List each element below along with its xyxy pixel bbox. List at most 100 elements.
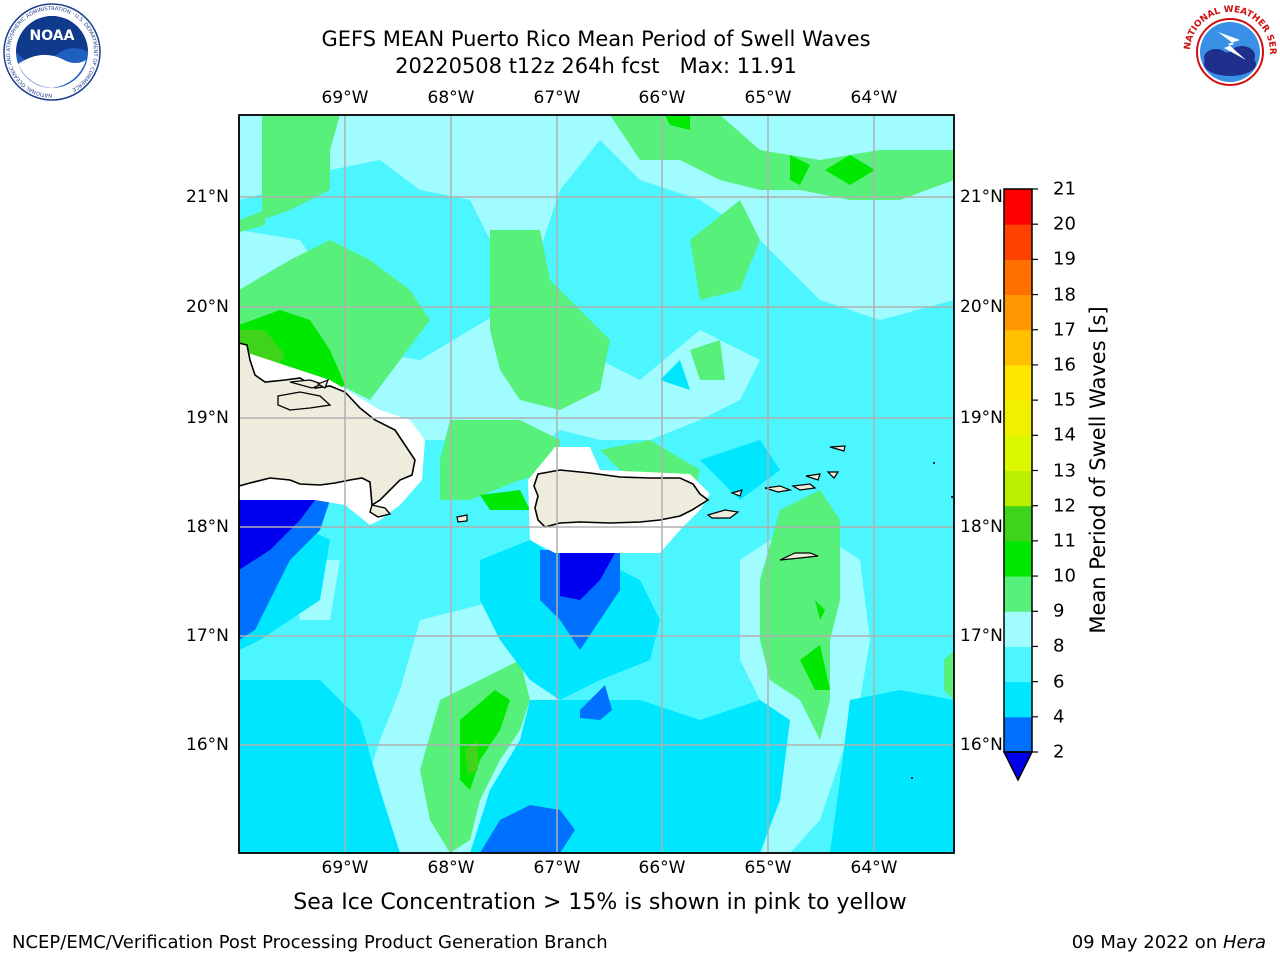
footer-date-text: 09 May 2022 on: [1071, 932, 1223, 953]
colorbar-tick-label: 9: [1053, 600, 1065, 622]
colorbar-tick-label: 21: [1053, 178, 1076, 200]
swell-region-10-11: [815, 600, 825, 620]
lat-label-left: 17°N: [186, 626, 229, 646]
swell-region-lt2: [560, 553, 615, 600]
land-hispaniola-south: [369, 504, 392, 518]
lon-label-bottom: 64°W: [850, 858, 898, 878]
lon-label-top: 65°W: [744, 88, 792, 108]
colorbar-tick-label: 19: [1053, 248, 1076, 270]
noaa-logo-icon: NOAA NATIONAL OCEANIC AND ATMOSPHERIC AD…: [3, 3, 101, 101]
noaa-logo-text: NOAA: [30, 28, 75, 44]
colorbar-segment: [1004, 470, 1032, 507]
lat-label-right: 21°N: [960, 187, 1003, 207]
lat-label-left: 19°N: [186, 408, 229, 428]
map-frame: [238, 114, 955, 854]
swell-region-10-11: [480, 490, 530, 510]
colorbar-segment: [1004, 364, 1032, 401]
nws-logo-icon: NATIONAL WEATHER SERVICE: [1180, 2, 1278, 100]
colorbar-segment: [1004, 611, 1032, 647]
swell-region-9-10: [240, 210, 265, 232]
swell-region-10-11: [790, 155, 810, 185]
swell-region-4-6: [830, 690, 954, 853]
swell-region-9-10: [690, 340, 725, 380]
footer-host: Hera: [1222, 932, 1266, 953]
swell-region-9-10: [690, 200, 760, 300]
colorbar-label: Mean Period of Swell Waves [s]: [1086, 306, 1110, 634]
swell-region-11-12: [465, 740, 478, 775]
lon-label-top: 66°W: [638, 88, 686, 108]
land-virgin-islands: [791, 483, 817, 491]
footer-credit: NCEP/EMC/Verification Post Processing Pr…: [12, 932, 608, 953]
land-mona: [456, 514, 468, 523]
colorbar-tick-label: 6: [1053, 671, 1065, 693]
lon-label-bottom: 68°W: [427, 858, 475, 878]
colorbar-segment: [1004, 576, 1032, 612]
colorbar-tick-label: 11: [1053, 530, 1076, 552]
lon-label-top: 64°W: [850, 88, 898, 108]
colorbar-segment: [1004, 540, 1032, 577]
colorbar-extend-arrow: [1002, 751, 1034, 782]
swell-region-10-11: [665, 115, 690, 130]
colorbar-segment: [1004, 505, 1032, 542]
colorbar-tick-label: 10: [1053, 565, 1076, 587]
land-virgin-islands: [826, 471, 840, 479]
colorbar-tick-label: 17: [1053, 319, 1076, 341]
land-st-croix: [779, 552, 819, 561]
lon-label-bottom: 67°W: [533, 858, 581, 878]
colorbar-tick-label: 18: [1053, 284, 1076, 306]
swell-region-2-4: [580, 685, 612, 720]
colorbar-tick-label: 12: [1053, 495, 1076, 517]
lat-label-right: 20°N: [960, 297, 1003, 317]
swell-region-9-10: [440, 420, 560, 500]
lat-label-left: 18°N: [186, 517, 229, 537]
swell-region-10-11: [825, 155, 875, 185]
swell-region-4-6: [239, 680, 400, 853]
lon-label-top: 69°W: [321, 88, 369, 108]
swell-region-2-4: [480, 805, 575, 853]
land-culebra: [730, 489, 743, 497]
colorbar-tick-label: 13: [1053, 460, 1076, 481]
land-speck: [933, 462, 935, 464]
lat-label-left: 20°N: [186, 297, 229, 317]
colorbar-segment: [1004, 259, 1032, 296]
land-anegada: [829, 445, 846, 452]
swell-region-4-6: [700, 440, 780, 500]
land-speck: [951, 496, 953, 498]
lon-label-bottom: 65°W: [744, 858, 792, 878]
land-speck: [911, 777, 913, 779]
land-vieques: [706, 509, 740, 519]
colorbar-tick-label: 16: [1053, 354, 1076, 376]
colorbar: [1002, 188, 1038, 782]
swell-region-9-10: [944, 650, 954, 700]
lon-label-bottom: 66°W: [638, 858, 686, 878]
lon-label-top: 68°W: [427, 88, 475, 108]
land-virgin-islands: [764, 485, 793, 493]
swell-region-lt2: [239, 500, 315, 570]
colorbar-segment: [1004, 189, 1032, 225]
colorbar-segment: [1004, 329, 1032, 366]
swell-region-9-10: [490, 230, 610, 410]
lat-label-right: 19°N: [960, 408, 1003, 428]
land-hispaniola: [239, 342, 416, 507]
swell-region-9-10: [262, 115, 340, 220]
colorbar-tick-label: 20: [1053, 213, 1076, 235]
colorbar-tick-label: 14: [1053, 424, 1076, 446]
footer-date: 09 May 2022 on Hera: [1072, 932, 1266, 953]
lat-label-right: 17°N: [960, 626, 1003, 646]
colorbar-segment: [1004, 716, 1032, 753]
title-line-2: 20220508 t12z 264h fcst Max: 11.91: [395, 54, 797, 78]
swell-region-10-11: [800, 645, 830, 690]
swell-region-9-10: [315, 115, 335, 125]
land-cay: [316, 378, 330, 389]
colorbar-segment: [1004, 646, 1032, 683]
title-line-1: GEFS MEAN Puerto Rico Mean Period of Swe…: [321, 27, 871, 51]
lon-label-bottom: 69°W: [321, 858, 369, 878]
land-virgin-islands: [805, 473, 821, 481]
lat-label-left: 21°N: [186, 187, 229, 207]
lat-label-left: 16°N: [186, 735, 229, 755]
colorbar-tick-label: 2: [1053, 741, 1065, 763]
sea-ice-note: Sea Ice Concentration > 15% is shown in …: [293, 890, 907, 915]
land-puerto-rico: [533, 469, 710, 528]
colorbar-tick-label: 4: [1053, 706, 1065, 728]
